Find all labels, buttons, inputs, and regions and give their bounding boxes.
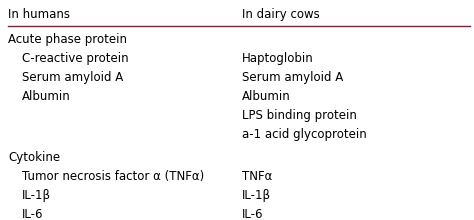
Text: Cytokine: Cytokine (8, 151, 60, 164)
Text: In dairy cows: In dairy cows (242, 8, 320, 21)
Text: Serum amyloid A: Serum amyloid A (22, 71, 123, 84)
Text: IL-6: IL-6 (22, 208, 44, 220)
Text: In humans: In humans (8, 8, 70, 21)
Text: TNFα: TNFα (242, 170, 273, 183)
Text: Albumin: Albumin (242, 90, 291, 103)
Text: LPS binding protein: LPS binding protein (242, 109, 357, 122)
Text: Tumor necrosis factor α (TNFα): Tumor necrosis factor α (TNFα) (22, 170, 204, 183)
Text: IL-1β: IL-1β (22, 189, 51, 202)
Text: Albumin: Albumin (22, 90, 71, 103)
Text: Haptoglobin: Haptoglobin (242, 52, 314, 65)
Text: Serum amyloid A: Serum amyloid A (242, 71, 343, 84)
Text: Acute phase protein: Acute phase protein (8, 33, 127, 46)
Text: IL-1β: IL-1β (242, 189, 271, 202)
Text: a-1 acid glycoprotein: a-1 acid glycoprotein (242, 128, 367, 141)
Text: C-reactive protein: C-reactive protein (22, 52, 128, 65)
Text: IL-6: IL-6 (242, 208, 264, 220)
